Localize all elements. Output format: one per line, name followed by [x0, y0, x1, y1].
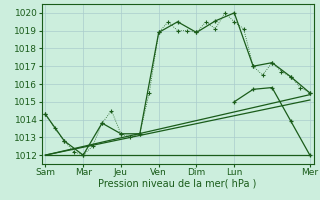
X-axis label: Pression niveau de la mer( hPa ): Pression niveau de la mer( hPa )	[99, 179, 257, 189]
